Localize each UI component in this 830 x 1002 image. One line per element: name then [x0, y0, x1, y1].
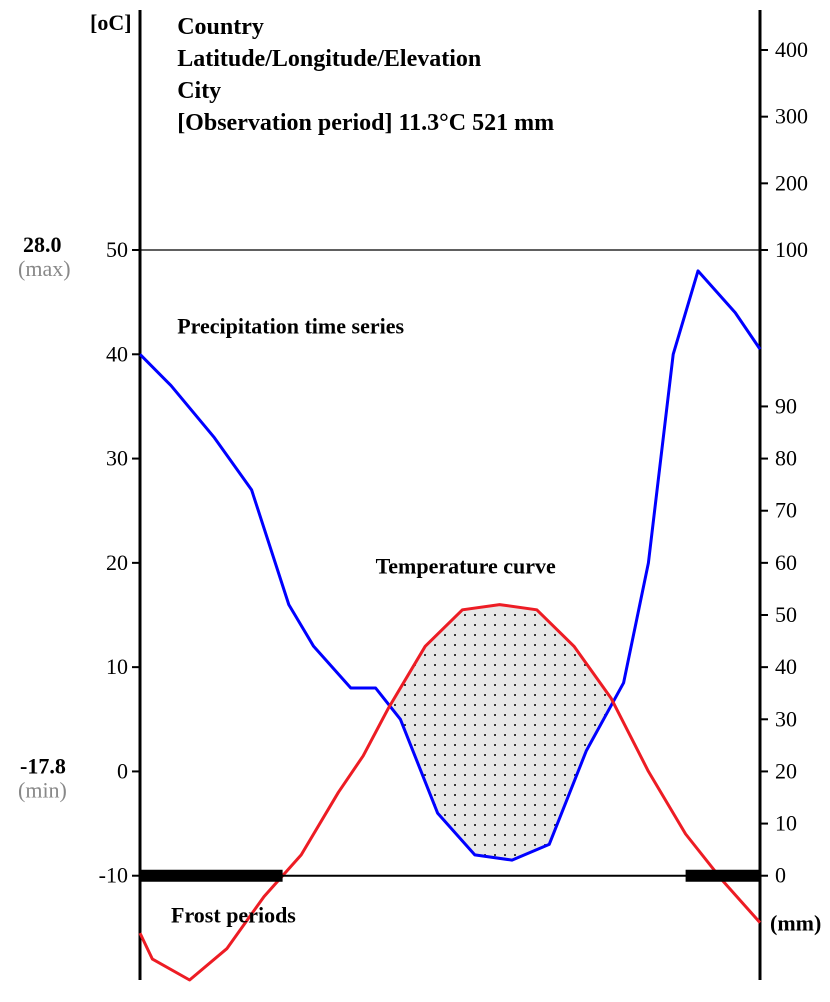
left-tick-50: 50 [106, 237, 128, 262]
left-tick-30: 30 [106, 446, 128, 471]
right-axis-unit: (mm) [770, 911, 821, 936]
left-tick-0: 0 [117, 758, 128, 783]
header-line-0: Country [177, 14, 264, 40]
right-tick-0: 0 [775, 863, 786, 888]
left-tick-10: 10 [106, 654, 128, 679]
right-tick-20: 20 [775, 758, 797, 783]
right-tick-200: 200 [775, 170, 808, 195]
right-tick-90: 90 [775, 393, 797, 418]
right-tick-10: 10 [775, 811, 797, 836]
right-tick-80: 80 [775, 446, 797, 471]
frost-label: Frost periods [171, 903, 296, 928]
header-line-3: [Observation period] 11.3°C 521 mm [177, 110, 554, 136]
right-tick-50: 50 [775, 602, 797, 627]
left-tick-40: 40 [106, 341, 128, 366]
temp-label: Temperature curve [376, 553, 556, 578]
left-axis-unit: [oC] [90, 10, 132, 35]
header-line-1: Latitude/Longitude/Elevation [177, 46, 481, 72]
precip-label: Precipitation time series [177, 313, 404, 338]
left-tick--10: -10 [99, 863, 128, 888]
left-tick-20: 20 [106, 550, 128, 575]
climate-diagram: [oC]50403020100-1028.0(max)-17.8(min)400… [0, 0, 830, 1002]
right-tick-400: 400 [775, 37, 808, 62]
right-tick-40: 40 [775, 654, 797, 679]
arid-region [391, 605, 614, 861]
right-tick-60: 60 [775, 550, 797, 575]
right-tick-70: 70 [775, 498, 797, 523]
header-line-2: City [177, 78, 221, 104]
min-label: (min) [18, 777, 67, 802]
right-tick-100: 100 [775, 237, 808, 262]
right-tick-300: 300 [775, 104, 808, 129]
chart-svg: [oC]50403020100-1028.0(max)-17.8(min)400… [0, 0, 830, 1002]
right-tick-30: 30 [775, 706, 797, 731]
max-label: (max) [18, 256, 71, 281]
min-value: -17.8 [20, 753, 66, 778]
max-value: 28.0 [23, 232, 62, 257]
